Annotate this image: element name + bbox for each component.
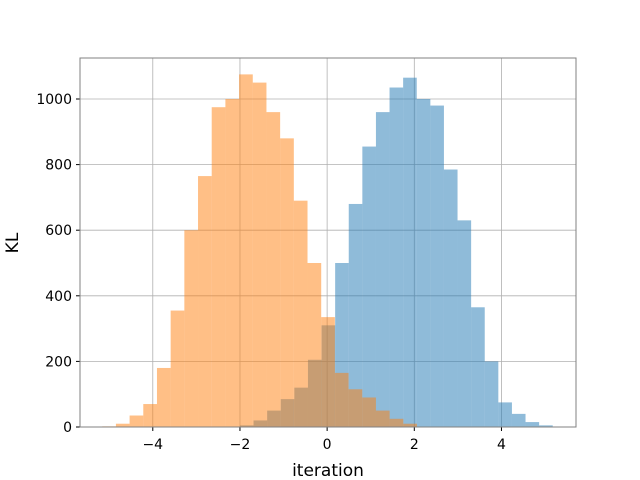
bar <box>389 418 404 427</box>
bar <box>334 372 349 427</box>
bar <box>170 310 185 427</box>
bar <box>362 146 376 427</box>
bar <box>143 404 157 427</box>
y-axis-label: KL <box>3 232 23 253</box>
bar <box>539 425 553 427</box>
bar <box>443 169 458 427</box>
y-tick-label: 800 <box>45 158 72 174</box>
bar <box>375 410 390 427</box>
bar <box>511 413 526 427</box>
bar <box>471 307 485 427</box>
bar <box>348 203 363 427</box>
bar <box>525 422 540 427</box>
bar <box>225 99 240 427</box>
bar <box>129 415 144 427</box>
bar <box>362 397 376 427</box>
bar <box>348 389 363 427</box>
bar <box>280 138 294 428</box>
bar <box>403 77 417 428</box>
y-tick-label: 600 <box>45 223 72 239</box>
bar <box>293 200 308 427</box>
bar <box>403 423 418 427</box>
bar <box>498 402 512 427</box>
bar <box>211 107 226 427</box>
y-tick-label: 200 <box>45 354 72 370</box>
bar <box>239 74 253 428</box>
bar <box>198 176 212 427</box>
y-tick-label: 1000 <box>36 92 72 108</box>
bar <box>307 263 322 427</box>
y-tick-label: 400 <box>45 289 72 305</box>
bar <box>389 87 404 428</box>
x-tick-label: −4 <box>142 437 163 453</box>
bar <box>416 99 431 427</box>
plot-frame <box>79 57 577 428</box>
bar <box>484 361 499 427</box>
bar <box>115 423 130 427</box>
bar <box>430 105 444 427</box>
bar <box>156 367 171 427</box>
bar <box>375 112 390 428</box>
x-tick-label: 4 <box>497 437 506 453</box>
bar <box>252 82 267 427</box>
x-tick-label: −2 <box>230 437 251 453</box>
bar <box>184 230 199 427</box>
x-axis-label: iteration <box>292 461 364 480</box>
bar <box>321 317 335 427</box>
x-tick-label: 0 <box>323 437 332 453</box>
x-tick-label: 2 <box>410 437 419 453</box>
y-tick-label: 0 <box>63 420 72 436</box>
bar <box>457 220 472 427</box>
bar <box>266 112 281 428</box>
